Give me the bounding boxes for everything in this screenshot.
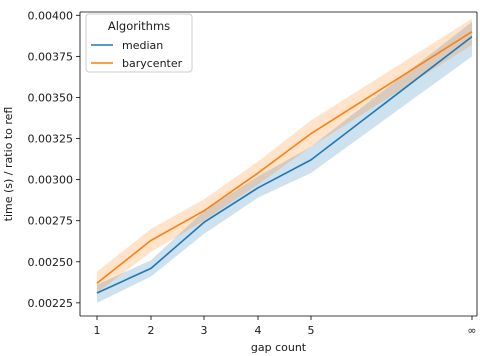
legend-title: Algorithms <box>108 19 170 33</box>
series-line-median <box>96 36 473 294</box>
legend-label-barycenter: barycenter <box>122 57 183 70</box>
x-tick-label: 4 <box>255 324 262 337</box>
x-tick-label: 1 <box>94 324 101 337</box>
y-tick-label: 0.00275 <box>28 215 74 228</box>
x-tick-label: ∞ <box>467 324 476 337</box>
y-tick-label: 0.00350 <box>28 91 74 104</box>
legend: Algorithms median barycenter <box>85 13 193 73</box>
axes: 0.00225 0.00250 0.00275 0.00300 0.00325 0.003… <box>2 9 478 354</box>
ci-band-barycenter <box>97 18 472 293</box>
y-tick-label: 0.00400 <box>28 9 74 22</box>
y-tick-label: 0.00300 <box>28 174 74 187</box>
y-tick-label: 0.00375 <box>28 50 74 63</box>
ci-band-median <box>97 21 472 303</box>
x-tick-label: 2 <box>148 324 155 337</box>
y-tick-label: 0.00250 <box>28 256 74 269</box>
y-axis-title: time (s) / ratio to refl <box>2 107 15 222</box>
x-tick-label: 5 <box>308 324 315 337</box>
x-axis-title: gap count <box>251 341 307 354</box>
legend-box <box>85 13 193 73</box>
y-tick-label: 0.00325 <box>28 133 74 146</box>
series-line-barycenter <box>96 31 473 284</box>
x-tick-label: 3 <box>201 324 208 337</box>
legend-label-median: median <box>122 39 163 52</box>
y-tick-label: 0.00225 <box>28 297 74 310</box>
plot-area <box>96 18 473 303</box>
